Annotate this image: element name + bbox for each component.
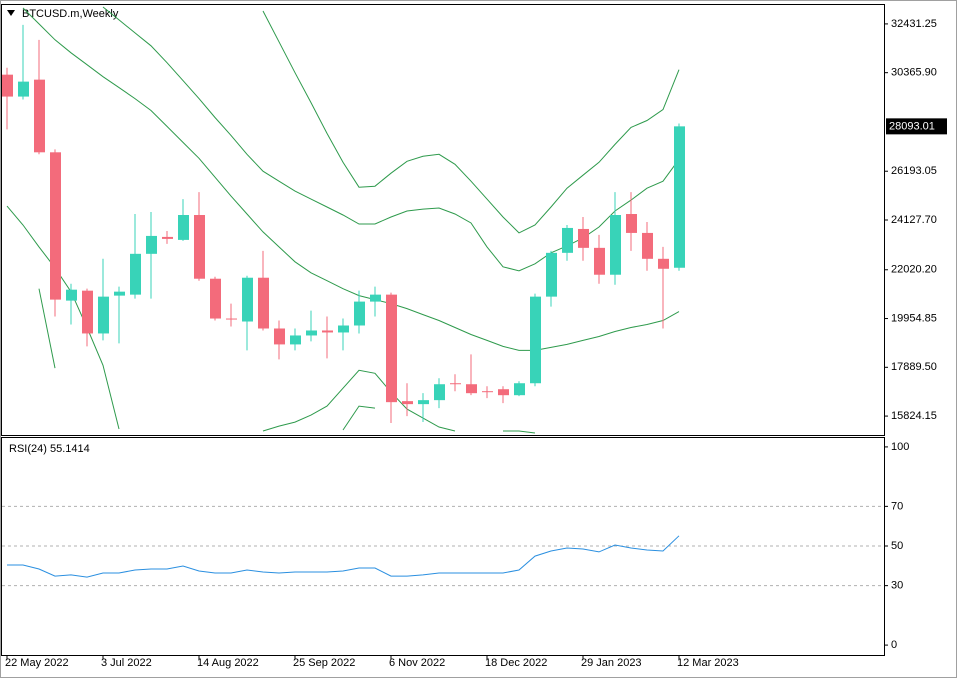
candle-body [66,289,77,301]
rsi-plot [2,505,884,587]
x-tick-label: 6 Nov 2022 [389,657,445,669]
candle-body [530,296,541,384]
candle-body [514,383,525,396]
y-tick-label: 30 [891,580,903,592]
candle-body [386,294,397,403]
candle-body [338,325,349,333]
candle-body [578,228,589,248]
rsi-line [7,535,680,578]
candle-body [210,278,221,319]
x-tick-label: 25 Sep 2022 [293,657,355,669]
y-tick-label: 0 [891,639,897,651]
candle-body [258,277,269,329]
y-tick-label: 32431.25 [891,18,937,30]
candle-body [402,401,413,405]
x-tick-label: 29 Jan 2023 [581,657,642,669]
candle-body [546,252,557,297]
candle-body [626,214,637,233]
candle-body [306,330,317,336]
candle-body [290,335,301,345]
y-tick-label: 30365.90 [891,67,937,79]
candle-body [82,290,93,334]
candle-body [178,215,189,240]
x-tick-label: 14 Aug 2022 [197,657,259,669]
candle-body [242,277,253,322]
candle-body [450,383,461,385]
price-plot [2,6,685,434]
candle-body [466,384,477,394]
y-tick-label: 19954.85 [891,312,937,324]
candle-body [130,253,141,295]
candle-body [194,215,205,279]
y-tick-label: 70 [891,500,903,512]
y-tick-label: 15824.15 [891,410,937,422]
candle-body [50,152,61,300]
candle-body [114,291,125,296]
rsi-title: RSI(24) 55.1414 [9,443,90,455]
rsi-value: 55.1414 [50,443,90,455]
x-tick-label: 12 Mar 2023 [677,657,739,669]
candle-body [98,296,109,334]
x-tick-label: 3 Jul 2022 [101,657,152,669]
y-tick-label: 24127.70 [891,214,937,226]
candle-body [482,391,493,393]
candle-body [2,74,13,97]
band-line [38,288,376,431]
candle-body [146,235,157,254]
y-tick-label: 100 [891,441,909,453]
candle-body [418,400,429,405]
candle-body [642,232,653,259]
y-tick-label: 26193.05 [891,165,937,177]
candle-body [34,79,45,153]
candle-body [498,389,509,396]
candle-body [322,330,333,333]
band-line [22,7,680,351]
price-label: 28093.01 [889,120,935,132]
candle-body [370,294,381,302]
menu-triangle[interactable] [7,10,15,16]
x-tick-label: 18 Dec 2022 [485,657,547,669]
y-tick-label: 22020.20 [891,264,937,276]
candle-body [610,215,621,275]
candle-body [226,318,237,320]
rsi-name: RSI(24) [9,443,47,455]
candle-body [274,328,285,345]
candle-body [354,301,365,326]
candle-body [18,81,29,97]
y-tick-label: 17889.50 [891,361,937,373]
candle-body [594,247,605,275]
y-tick-label: 50 [891,540,903,552]
price-label-bg [886,118,947,135]
band-line [262,10,680,234]
candle-body [434,384,445,401]
x-tick-label: 22 May 2022 [5,657,69,669]
candle-body [562,227,573,253]
candle-body [674,126,685,268]
chart-title: BTCUSD.m,Weekly [22,8,119,20]
candle-body [162,236,173,239]
candle-body [658,258,669,269]
